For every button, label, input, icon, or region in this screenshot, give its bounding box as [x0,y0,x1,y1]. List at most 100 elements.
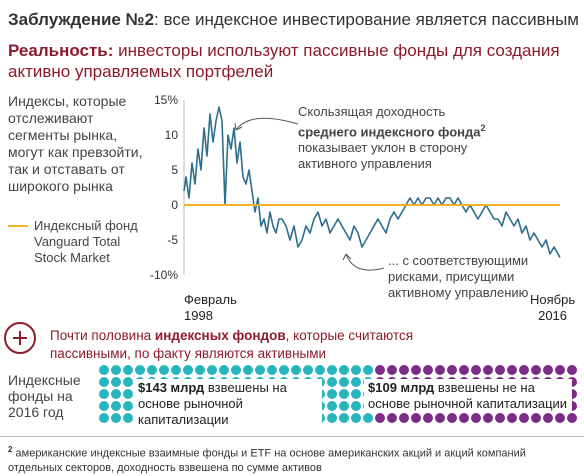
passive-amount: $143 млрд [138,380,205,395]
active-fund-dot [555,413,565,423]
legend-swatch [8,225,28,227]
active-fund-dot [507,365,517,375]
annotation-top-line3: показывает уклон в сторону [298,140,468,156]
y-tick-label: -10% [150,268,178,282]
active-fund-dot [471,365,481,375]
active-fund-dot [483,413,493,423]
passive-fund-dot [363,365,373,375]
annotation-bottom-arrowhead [342,253,352,261]
active-fund-dot [387,413,397,423]
passive-fund-dot [99,389,109,399]
reality-rest: инвесторы используют пассивные фонды для… [8,41,560,81]
passive-fund-dot [147,365,157,375]
passive-fund-dot [279,365,289,375]
active-fund-dot [507,413,517,423]
passive-fund-dot [135,365,145,375]
active-fund-dot [387,365,397,375]
passive-text: взвешены на основе рыночной капитализаци… [138,380,287,427]
annotation-top-line2: среднего индексного фонда2 [298,120,498,140]
active-fund-dot [543,365,553,375]
active-fund-dot [483,365,493,375]
passive-fund-dot [327,413,337,423]
passive-fund-dot [351,413,361,423]
footnote-text: американские индексные взаимные фонды и … [8,447,526,474]
active-fund-dot [495,413,505,423]
footnote-sup: 2 [8,445,13,454]
annotation-bottom-line3: активному управлению [388,285,529,300]
passive-fund-dot [243,365,253,375]
passive-fund-dot [195,365,205,375]
active-fund-dot [435,365,445,375]
passive-fund-dot [339,365,349,375]
insight-text: Почти половина индексных фондов, которые… [50,327,470,363]
annotation-top-sup: 2 [480,123,486,133]
passive-fund-dot [123,401,133,411]
annotation-bottom: ... с соответствующими рисками, присущим… [388,253,548,301]
passive-fund-dot [99,413,109,423]
active-fund-dot [447,413,457,423]
passive-fund-dot [111,401,121,411]
plus-icon [4,322,36,354]
annotation-top: Скользящая доходность среднего индексног… [298,104,498,172]
annotation-bottom-line1: ... с соответствующими [388,253,529,268]
passive-fund-dot [315,365,325,375]
passive-fund-dot [231,365,241,375]
passive-fund-dot [99,377,109,387]
active-fund-dot [555,365,565,375]
active-fund-dot [543,413,553,423]
passive-fund-dot [327,389,337,399]
insight-post: , которые считаются пассивными, по факту… [50,328,414,361]
y-tick-label: 10 [165,128,179,142]
active-fund-dot [423,413,433,423]
active-fund-dot [531,365,541,375]
active-fund-dot [519,365,529,375]
active-fund-dot [435,413,445,423]
title-rest: : все индексное инвестирование является … [154,10,579,29]
passive-fund-dot [111,377,121,387]
passive-fund-dot [123,365,133,375]
active-fund-dot [459,413,469,423]
active-fund-dot [375,365,385,375]
passive-fund-dot [339,413,349,423]
active-fund-dot [567,413,577,423]
page-title: Заблуждение №2: все индексное инвестиров… [8,10,579,30]
active-fund-dot [399,365,409,375]
passive-fund-dot [111,365,121,375]
funds-label: Индексные фонды на 2016 год [8,372,81,420]
passive-fund-dot [123,377,133,387]
passive-funds-label: $143 млрд взвешены на основе рыночной ка… [134,379,322,429]
passive-fund-dot [363,413,373,423]
active-fund-dot [375,413,385,423]
passive-fund-dot [291,365,301,375]
passive-fund-dot [327,377,337,387]
active-fund-dot [567,365,577,375]
insight-pre: Почти половина [50,328,155,343]
footnote-divider [0,436,584,437]
passive-fund-dot [339,389,349,399]
passive-fund-dot [123,389,133,399]
annotation-bottom-line2: рисками, присущими [388,269,515,284]
active-fund-dot [423,365,433,375]
active-fund-dot [531,413,541,423]
active-fund-dot [399,413,409,423]
passive-fund-dot [303,365,313,375]
passive-fund-dot [327,365,337,375]
active-fund-dot [411,365,421,375]
passive-fund-dot [339,401,349,411]
y-tick-label: 15% [154,93,178,107]
passive-fund-dot [339,377,349,387]
passive-fund-dot [267,365,277,375]
passive-fund-dot [123,413,133,423]
annotation-bottom-arrow [345,253,385,271]
annotation-top-line1: Скользящая доходность [298,104,446,119]
annotation-top-arrow [235,117,299,131]
returns-line-chart: 15% 10 5 0 -5 -10% [150,93,561,282]
active-fund-dot [447,365,457,375]
title-prefix: Заблуждение №2 [8,10,155,29]
side-description: Индексы, которые отслеживают сегменты ры… [8,93,143,194]
active-text: взвешены не на основе рыночной капитализ… [368,380,568,411]
passive-fund-dot [99,365,109,375]
active-amount: $109 млрд [368,380,435,395]
passive-fund-dot [183,365,193,375]
passive-fund-dot [327,401,337,411]
